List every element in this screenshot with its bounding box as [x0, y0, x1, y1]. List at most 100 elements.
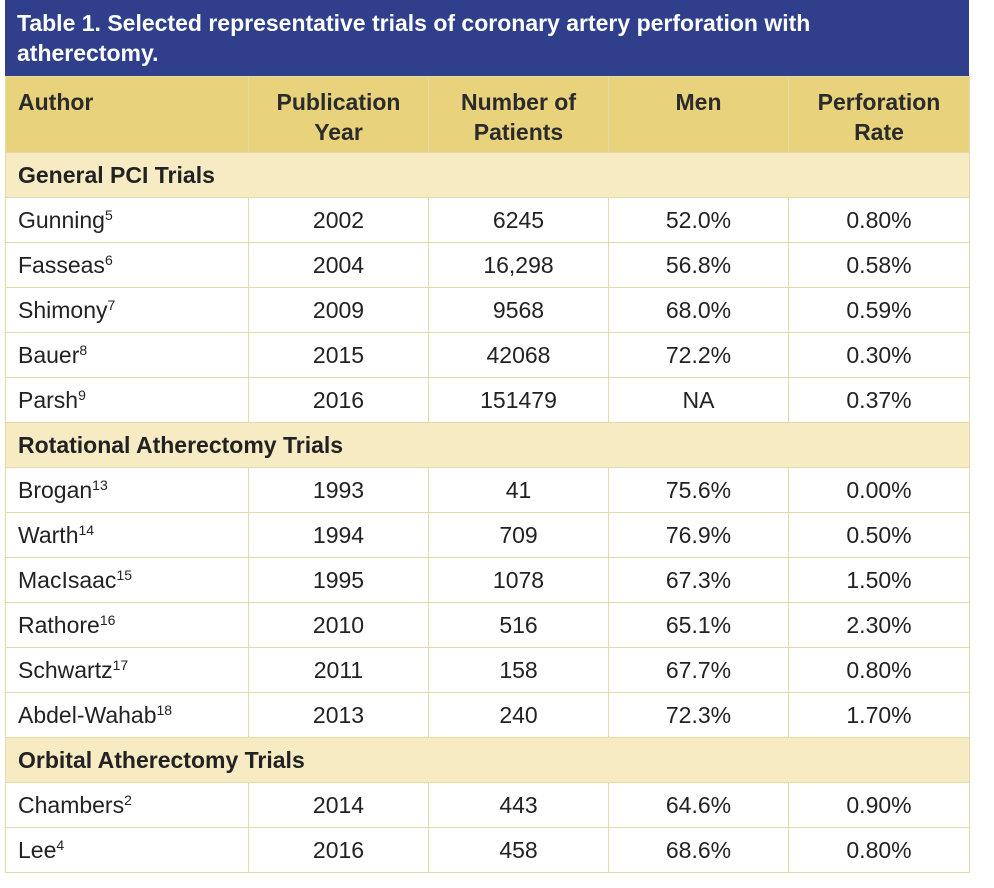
data-row: MacIsaac15 1995 1078 67.3% 1.50%: [5, 557, 970, 603]
reference-number: 5: [104, 206, 113, 223]
data-cell: 52.0%: [608, 197, 789, 243]
data-cell: 56.8%: [608, 242, 789, 288]
data-cell: 0.00%: [788, 467, 970, 513]
author-name: Bauer: [18, 341, 80, 368]
data-row: Bauer8 2015 42068 72.2% 0.30%: [5, 332, 970, 378]
data-cell: NA: [608, 377, 789, 423]
column-header: Number of Patients: [428, 76, 609, 153]
data-cell: 1994: [248, 512, 429, 558]
author-name: Brogan: [18, 476, 93, 503]
reference-number: 8: [79, 341, 88, 358]
data-table: Author Publication Year Number of Patients…: [5, 76, 970, 873]
data-cell: 0.50%: [788, 512, 970, 558]
data-row: Abdel-Wahab18 2013 240 72.3% 1.70%: [5, 692, 970, 738]
data-cell: 0.30%: [788, 332, 970, 378]
data-cell: 443: [428, 782, 609, 828]
data-cell: 9568: [428, 287, 609, 333]
section-title: Rotational Atherectomy Trials: [5, 422, 970, 468]
author-cell: MacIsaac15: [5, 557, 249, 603]
data-cell: 2011: [248, 647, 429, 693]
data-cell: 1.50%: [788, 557, 970, 603]
author-cell: Chambers2: [5, 782, 249, 828]
header-row: Author Publication Year Number of Patients…: [5, 76, 970, 153]
data-cell: 64.6%: [608, 782, 789, 828]
author-name: Shimony: [18, 296, 108, 323]
section-row: General PCI Trials: [5, 152, 970, 198]
data-cell: 0.80%: [788, 197, 970, 243]
data-cell: 2.30%: [788, 602, 970, 648]
data-cell: 2015: [248, 332, 429, 378]
author-cell: Rathore16: [5, 602, 249, 648]
author-cell: Schwartz17: [5, 647, 249, 693]
data-row: Warth14 1994 709 76.9% 0.50%: [5, 512, 970, 558]
reference-number: 9: [78, 386, 86, 403]
data-cell: 6245: [428, 197, 609, 243]
author-name: Rathore: [18, 611, 100, 638]
data-row: Rathore16 2010 516 65.1% 2.30%: [5, 602, 970, 648]
data-row: Brogan13 1993 41 75.6% 0.00%: [5, 467, 970, 513]
reference-number: 16: [99, 611, 116, 628]
column-header: Men: [608, 76, 789, 153]
data-cell: 158: [428, 647, 609, 693]
author-name: Warth: [18, 521, 79, 548]
data-cell: 0.80%: [788, 647, 970, 693]
data-cell: 65.1%: [608, 602, 789, 648]
author-cell: Warth14: [5, 512, 249, 558]
data-cell: 1993: [248, 467, 429, 513]
data-row: Chambers2 2014 443 64.6% 0.90%: [5, 782, 970, 828]
table-title: Table 1. Selected representative trials …: [5, 0, 969, 76]
data-cell: 516: [428, 602, 609, 648]
data-cell: 72.3%: [608, 692, 789, 738]
author-name: Schwartz: [18, 656, 113, 683]
data-row: Shimony7 2009 9568 68.0% 0.59%: [5, 287, 970, 333]
reference-number: 6: [104, 251, 113, 268]
data-cell: 1078: [428, 557, 609, 603]
author-cell: Fasseas6: [5, 242, 249, 288]
data-cell: 458: [428, 827, 609, 873]
data-cell: 72.2%: [608, 332, 789, 378]
data-cell: 0.37%: [788, 377, 970, 423]
section-row: Rotational Atherectomy Trials: [5, 422, 970, 468]
data-cell: 41: [428, 467, 609, 513]
data-cell: 2016: [248, 377, 429, 423]
data-cell: 240: [428, 692, 609, 738]
data-row: Fasseas6 2004 16,298 56.8% 0.58%: [5, 242, 970, 288]
section-title: General PCI Trials: [5, 152, 970, 198]
author-cell: Abdel-Wahab18: [5, 692, 249, 738]
data-cell: 68.6%: [608, 827, 789, 873]
reference-number: 2: [124, 791, 132, 808]
author-name: Gunning: [18, 206, 105, 233]
author-name: Parsh: [18, 386, 79, 413]
reference-number: 17: [112, 656, 129, 673]
reference-number: 15: [116, 566, 133, 583]
table-body: General PCI Trials Gunning5 2002 6245 52.0% 0…: [5, 152, 970, 873]
author-cell: Parsh9: [5, 377, 249, 423]
data-cell: 2010: [248, 602, 429, 648]
data-cell: 0.58%: [788, 242, 970, 288]
column-header: Perforation Rate: [788, 76, 970, 153]
author-name: Fasseas: [18, 251, 105, 278]
author-cell: Shimony7: [5, 287, 249, 333]
data-row: Gunning5 2002 6245 52.0% 0.80%: [5, 197, 970, 243]
author-cell: Bauer8: [5, 332, 249, 378]
author-cell: Lee4: [5, 827, 249, 873]
data-cell: 42068: [428, 332, 609, 378]
data-cell: 16,298: [428, 242, 609, 288]
data-cell: 2014: [248, 782, 429, 828]
data-cell: 68.0%: [608, 287, 789, 333]
table-figure: Table 1. Selected representative trials …: [5, 0, 970, 873]
column-header: Publication Year: [248, 76, 429, 153]
data-cell: 1995: [248, 557, 429, 603]
data-cell: 0.90%: [788, 782, 970, 828]
data-cell: 2002: [248, 197, 429, 243]
author-name: Abdel-Wahab: [18, 701, 157, 728]
author-cell: Gunning5: [5, 197, 249, 243]
data-cell: 2016: [248, 827, 429, 873]
author-name: Chambers: [18, 791, 125, 818]
data-row: Lee4 2016 458 68.6% 0.80%: [5, 827, 970, 873]
data-cell: 67.7%: [608, 647, 789, 693]
data-cell: 0.80%: [788, 827, 970, 873]
reference-number: 7: [107, 296, 116, 313]
reference-number: 13: [92, 476, 108, 493]
